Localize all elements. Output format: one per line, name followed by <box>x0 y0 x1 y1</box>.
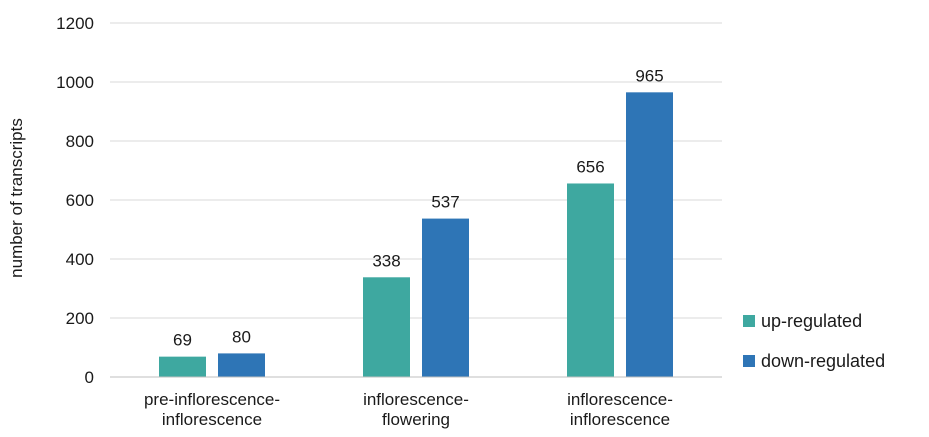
x-category-label: inflorescence- <box>567 390 673 409</box>
data-label: 69 <box>173 331 192 350</box>
y-axis-ticks: 0 200 400 600 800 1000 1200 <box>56 14 94 387</box>
y-tick-label: 1200 <box>56 14 94 33</box>
legend-swatch <box>743 355 755 367</box>
y-tick-label: 600 <box>66 191 94 210</box>
bar-up-regulated <box>567 183 614 377</box>
y-tick-label: 0 <box>85 368 94 387</box>
legend: up-regulated down-regulated <box>743 311 885 371</box>
bar-down-regulated <box>422 219 469 377</box>
legend-label: up-regulated <box>761 311 862 331</box>
data-label: 965 <box>635 66 663 85</box>
y-axis-title: number of transcripts <box>7 118 26 278</box>
bar-down-regulated <box>626 92 673 377</box>
bar-up-regulated <box>363 277 410 377</box>
data-label: 80 <box>232 327 251 346</box>
bar-down-regulated <box>218 353 265 377</box>
y-tick-label: 400 <box>66 250 94 269</box>
data-label: 338 <box>372 251 400 270</box>
x-category-label: inflorescence <box>570 410 670 429</box>
x-category-label: flowering <box>382 410 450 429</box>
legend-label: down-regulated <box>761 351 885 371</box>
x-category-label: inflorescence- <box>363 390 469 409</box>
data-label: 656 <box>576 157 604 176</box>
legend-swatch <box>743 315 755 327</box>
x-axis-categories: pre-inflorescence-inflorescenceinfloresc… <box>144 390 673 429</box>
bar-up-regulated <box>159 357 206 377</box>
x-category-label: inflorescence <box>162 410 262 429</box>
x-category-label: pre-inflorescence- <box>144 390 280 409</box>
y-tick-label: 1000 <box>56 73 94 92</box>
data-label: 537 <box>431 193 459 212</box>
y-tick-label: 200 <box>66 309 94 328</box>
y-tick-label: 800 <box>66 132 94 151</box>
